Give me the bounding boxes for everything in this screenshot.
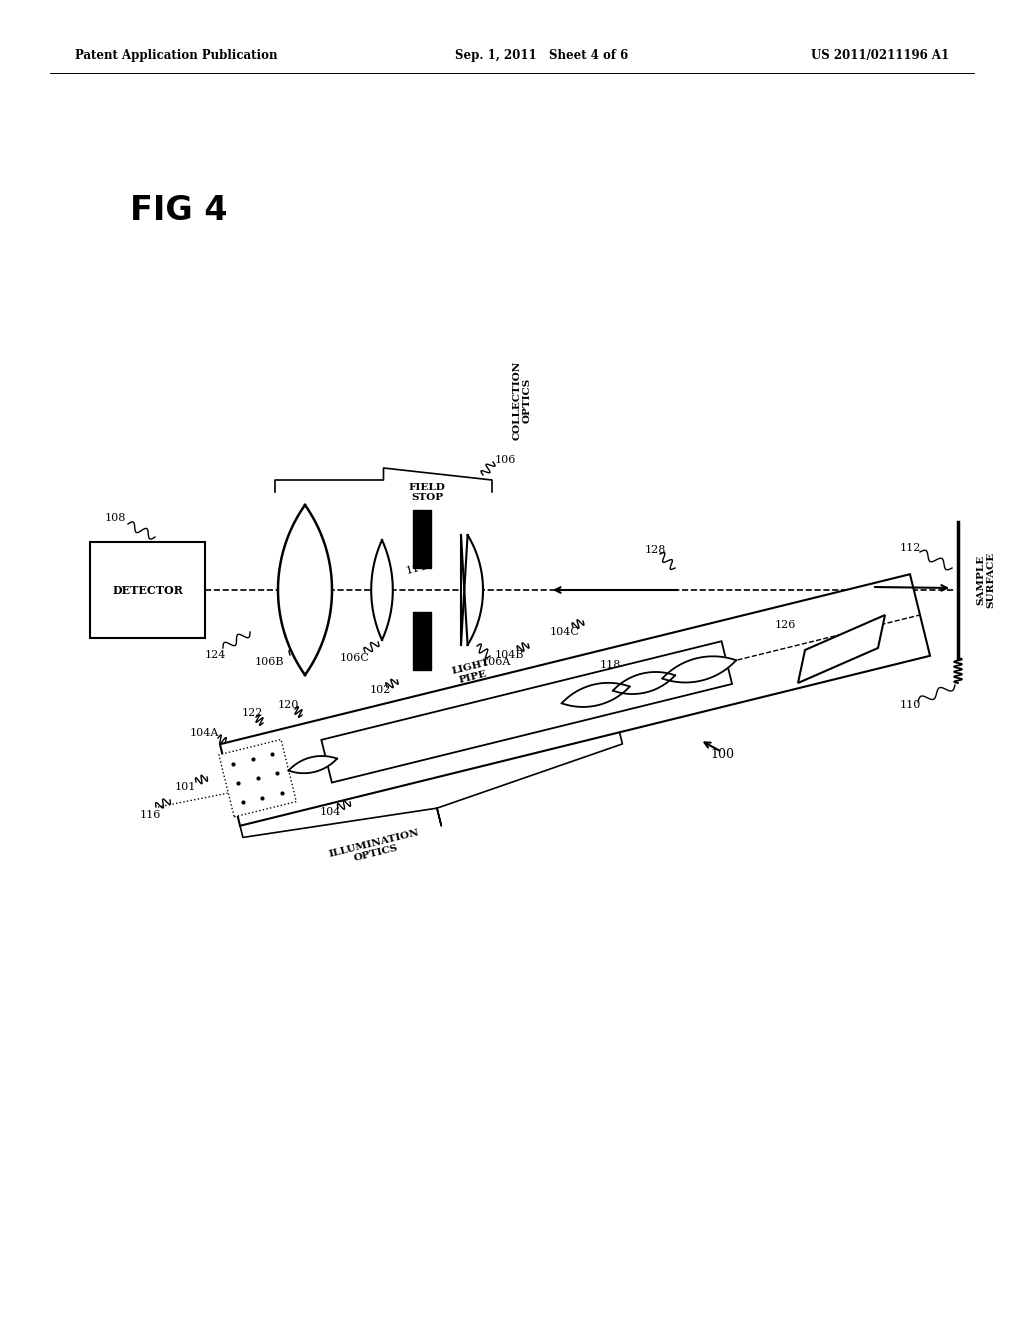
Polygon shape <box>798 615 885 682</box>
Bar <box>90 543 205 638</box>
Polygon shape <box>663 656 736 682</box>
Text: 110: 110 <box>900 700 922 710</box>
Polygon shape <box>322 642 732 783</box>
Text: SAMPLE
SURFACE: SAMPLE SURFACE <box>976 552 995 609</box>
Text: 118: 118 <box>600 660 622 671</box>
Text: 104: 104 <box>319 807 341 817</box>
Text: 104A: 104A <box>190 729 219 738</box>
Text: DETECTOR: DETECTOR <box>112 585 183 595</box>
Text: COLLECTION
OPTICS: COLLECTION OPTICS <box>512 360 531 440</box>
Polygon shape <box>461 535 483 645</box>
Text: 106C: 106C <box>340 653 370 663</box>
Polygon shape <box>372 540 393 640</box>
Polygon shape <box>220 574 930 826</box>
Text: 106B: 106B <box>255 657 285 667</box>
Text: US 2011/0211196 A1: US 2011/0211196 A1 <box>811 49 949 62</box>
Text: 104B: 104B <box>495 649 524 660</box>
Text: 114: 114 <box>406 561 428 576</box>
Text: 112: 112 <box>900 543 922 553</box>
Text: ILLUMINATION
OPTICS: ILLUMINATION OPTICS <box>328 828 423 869</box>
Text: Sep. 1, 2011   Sheet 4 of 6: Sep. 1, 2011 Sheet 4 of 6 <box>456 49 629 62</box>
Text: 124: 124 <box>205 649 226 660</box>
Text: LIGHT
PIPE: LIGHT PIPE <box>451 657 493 686</box>
Text: 104C: 104C <box>550 627 580 638</box>
Polygon shape <box>278 506 332 675</box>
Polygon shape <box>562 682 630 708</box>
Polygon shape <box>219 739 296 817</box>
Text: 108: 108 <box>105 513 126 523</box>
Text: 106: 106 <box>495 455 516 465</box>
Text: Patent Application Publication: Patent Application Publication <box>75 49 278 62</box>
Bar <box>413 612 431 671</box>
Polygon shape <box>613 672 675 694</box>
Text: 102: 102 <box>370 685 391 696</box>
Text: 100: 100 <box>710 748 734 762</box>
Text: FIELD
STOP: FIELD STOP <box>409 483 445 502</box>
Text: 128: 128 <box>645 545 667 554</box>
Text: 106A: 106A <box>482 657 511 667</box>
Text: 122: 122 <box>242 708 263 718</box>
Text: FIG 4: FIG 4 <box>130 194 227 227</box>
Polygon shape <box>289 756 337 774</box>
Bar <box>413 510 431 568</box>
Text: 126: 126 <box>775 620 797 630</box>
Text: 101: 101 <box>175 781 197 792</box>
Text: 116: 116 <box>140 810 162 820</box>
Text: 120: 120 <box>278 700 299 710</box>
